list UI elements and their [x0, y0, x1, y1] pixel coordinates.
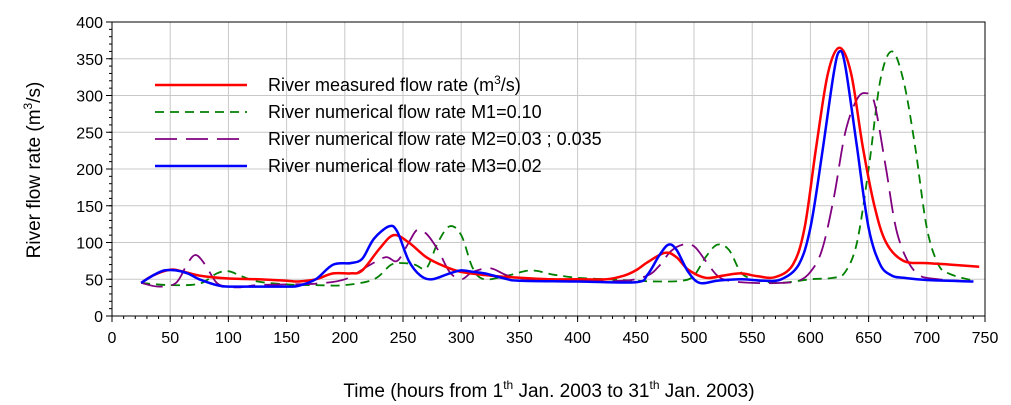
x-axis-title-middle: Jan. 2003 to 31 [513, 381, 649, 402]
series-lines [140, 46, 980, 289]
y-tick-label: 400 [76, 15, 103, 32]
grid [112, 22, 985, 316]
y-axis-title: River flow rate (m3/s) [21, 82, 45, 259]
legend-label: River numerical flow rate M2=0.03 ; 0.03… [268, 129, 602, 149]
x-tick-label: 750 [972, 330, 999, 347]
y-axis-title-suffix: /s) [24, 82, 45, 103]
x-axis-title-suffix: Jan. 2003) [660, 381, 755, 402]
x-tick-label: 0 [108, 330, 117, 347]
x-axis-title-prefix: Time (hours from 1 [343, 381, 503, 402]
legend-label: River numerical flow rate M3=0.02 [268, 156, 542, 176]
y-tick-label: 0 [94, 309, 103, 326]
x-tick-label: 600 [797, 330, 824, 347]
x-tick-label: 300 [448, 330, 475, 347]
legend: River measured flow rate (m3/s) River num… [155, 73, 602, 176]
y-tick-label: 300 [76, 89, 103, 106]
x-tick-label: 650 [855, 330, 882, 347]
y-tick-label: 350 [76, 52, 103, 69]
y-tick-label: 150 [76, 199, 103, 216]
y-tick-label: 50 [85, 272, 103, 289]
y-axis-title-sup: 3 [21, 102, 35, 109]
x-tick-label: 250 [390, 330, 417, 347]
x-tick-label: 550 [739, 330, 766, 347]
x-tick-label: 350 [506, 330, 533, 347]
x-tick-label: 100 [215, 330, 242, 347]
x-axis-title-sup-1: th [503, 378, 513, 392]
x-tick-label: 400 [564, 330, 591, 347]
y-tick-label: 200 [76, 162, 103, 179]
y-axis-title-prefix: River flow rate (m [24, 109, 45, 258]
x-tick-label: 200 [331, 330, 358, 347]
series-line-river-numerical-flow-rate-m1-0-10 [141, 50, 974, 287]
series-line-river-numerical-flow-rate-m2-0-03-0-035 [140, 92, 974, 289]
x-tick-label: 450 [622, 330, 649, 347]
y-tick-label: 250 [76, 125, 103, 142]
legend-label: River measured flow rate (m3/s) [268, 73, 521, 95]
series-line-river-measured-flow-rate-m3-s [140, 46, 980, 284]
x-axis-title: Time (hours from 1th Jan. 2003 to 31th J… [343, 378, 754, 402]
legend-label: River numerical flow rate M1=0.10 [268, 102, 542, 122]
x-tick-label: 50 [161, 330, 179, 347]
x-tick-label: 150 [273, 330, 300, 347]
y-tick-label: 100 [76, 236, 103, 253]
series-line-river-numerical-flow-rate-m3-0-02 [140, 49, 974, 288]
x-tick-label: 500 [681, 330, 708, 347]
x-axis-title-sup-2: th [649, 378, 659, 392]
x-tick-label: 700 [913, 330, 940, 347]
axis-ticks: 0 50 100 150 200 250 300 350 400 450 500 550 600 650 7… [76, 15, 998, 347]
